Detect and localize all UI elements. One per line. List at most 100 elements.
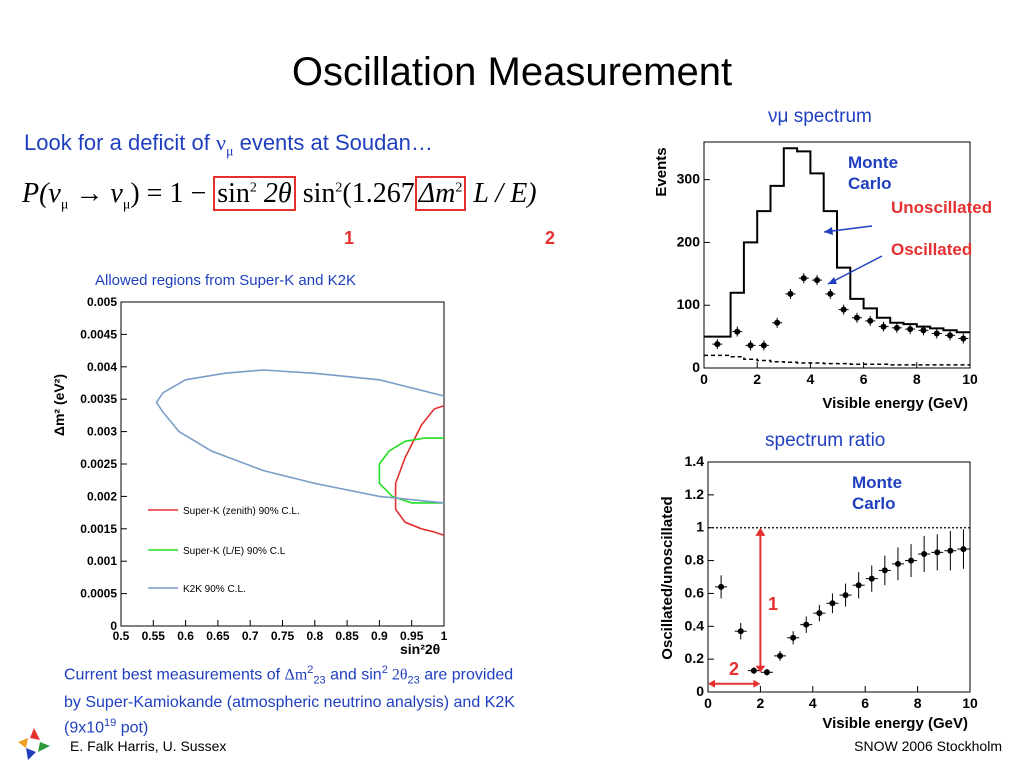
y-tick-label: 0.0015	[80, 522, 117, 536]
oscillated-point	[947, 332, 954, 339]
ratio-point	[881, 567, 888, 574]
oscillated-point	[714, 341, 721, 348]
y-tick-label: 0.0035	[80, 392, 117, 406]
allowed-ylabel: Δm² (eV²)	[51, 374, 67, 436]
formula-mid-sup: 2	[335, 180, 343, 196]
allowed-legend: Super-K (zenith) 90% C.L. Super-K (L/E) 9…	[148, 506, 300, 595]
marker-2: 2	[545, 228, 556, 248]
oscillated-point	[827, 290, 834, 297]
ratio-chart: 0 0.2 0.4 0.6 0.8 1 1.2 1.4 0 2 4 6 8 10 Visible ene…	[659, 453, 978, 732]
y-tick-label: 1	[696, 519, 704, 535]
y-tick-label: 0.003	[87, 425, 117, 439]
formula-mid: sin	[295, 178, 336, 209]
formula-sub2: μ	[122, 197, 131, 213]
y-tick-label: 0	[692, 359, 700, 375]
bt-l1c: 2θ	[387, 666, 408, 684]
x-tick-label: 4	[809, 695, 817, 711]
legend-entry: Super-K (L/E) 90% C.L	[183, 546, 286, 557]
ratio-point	[868, 575, 875, 582]
ratio-y-ticks: 0 0.2 0.4 0.6 0.8 1 1.2 1.4	[685, 453, 714, 699]
oscillated-point	[734, 328, 741, 335]
x-tick-label: 1	[441, 629, 448, 643]
snow-logo-icon	[18, 728, 50, 760]
x-tick-label: 0.65	[206, 629, 230, 643]
x-tick-label: 10	[962, 371, 978, 387]
y-tick-label: 0.2	[685, 650, 705, 666]
nu-symbol: ν	[216, 130, 226, 155]
y-tick-label: 200	[677, 233, 701, 249]
y-tick-label: 0.4	[685, 617, 705, 633]
oscillated-point	[760, 342, 767, 349]
ratio-point	[718, 583, 725, 590]
x-tick-label: 0.8	[306, 629, 323, 643]
x-tick-label: 2	[757, 695, 765, 711]
ratio-point	[816, 610, 823, 617]
monte-carlo-label-1: Monte Carlo	[848, 153, 899, 193]
arrow-oscillated-head	[828, 277, 837, 284]
unoscillated-label: Unoscillated	[891, 198, 993, 217]
x-tick-label: 0.9	[371, 629, 388, 643]
formula-arrow: → ν	[68, 178, 123, 209]
y-tick-label: 0	[696, 683, 704, 699]
y-tick-label: 0.0045	[80, 327, 117, 341]
box1-text: sin	[217, 178, 250, 209]
allowed-plot-frame	[120, 301, 445, 627]
oscillation-formula: P(νμ → νμ) = 1 − sin2 2θ sin2(1.267 Δm2 L…	[22, 176, 537, 214]
legend-entry: Super-K (zenith) 90% C.L.	[183, 506, 300, 517]
oscillated-label: Oscillated	[891, 240, 973, 259]
bt-sub23b: 23	[407, 674, 420, 687]
ratio-point	[842, 592, 849, 599]
formula-lhs: P(ν	[22, 178, 61, 209]
oscillated-point	[920, 327, 927, 334]
unoscillated-histogram	[704, 147, 970, 338]
arrow-deficit-head-top	[755, 527, 766, 536]
formula-mid-rest: (1.267	[342, 178, 415, 209]
y-tick-label: 0.8	[685, 552, 705, 568]
y-tick-label: 1.4	[685, 453, 705, 469]
monte-carlo-label-2: Monte Carlo	[852, 473, 903, 513]
arrow-deficit-head-bottom	[755, 665, 766, 673]
x-tick-label: 10	[962, 695, 978, 711]
x-tick-label: 6	[860, 371, 868, 387]
oscillated-point	[907, 326, 914, 333]
oscillated-point	[867, 317, 874, 324]
allowed-xlabel: sin²2θ	[400, 641, 440, 657]
ratio-point	[803, 621, 810, 628]
y-tick-label: 0.005	[87, 295, 117, 309]
bt-l3b: pot)	[116, 718, 149, 736]
formula-eq: ) = 1 −	[130, 178, 214, 209]
oscillated-point	[774, 319, 781, 326]
oscillated-point	[840, 306, 847, 313]
formula-box-2: Δm2	[414, 176, 467, 211]
oscillated-point	[800, 275, 807, 282]
x-tick-label: 0.95	[400, 629, 424, 643]
ratio-point	[947, 547, 954, 554]
oscillated-point	[960, 335, 967, 342]
ratio-point	[855, 582, 862, 589]
oscillated-point	[814, 277, 821, 284]
x-tick-label: 8	[913, 371, 921, 387]
x-tick-label: 8	[914, 695, 922, 711]
x-tick-label: 6	[861, 695, 869, 711]
spectrum-xlabel: Visible energy (GeV)	[822, 395, 968, 412]
formula-tail: L / E)	[466, 178, 537, 209]
arrow-oscillated	[827, 255, 883, 285]
bt-l1a: Current best measurements of	[64, 666, 285, 684]
ratio-point	[777, 652, 784, 659]
bottom-caption: Current best measurements of Δm223 and s…	[64, 660, 634, 738]
arrow-energy-head-left	[708, 679, 715, 688]
bt-l3a: (9x10	[64, 718, 105, 736]
bt-sup2b: 2	[381, 664, 388, 676]
y-tick-label: 0.0005	[80, 587, 117, 601]
ratio-point	[790, 634, 797, 641]
ratio-series	[708, 527, 970, 688]
allowed-x-ticks: 0.5 0.55 0.6 0.65 0.7 0.75 0.8 0.85 0.9 0.95 1	[113, 620, 448, 643]
bt-l1b: and sin	[325, 666, 382, 684]
y-tick-label: 300	[677, 171, 701, 187]
y-tick-label: 1.2	[685, 486, 705, 502]
allowed-y-ticks: 0 0.0005 0.001 0.0015 0.002 0.0025 0.003 0.0035…	[80, 295, 127, 633]
oscillated-point	[893, 324, 900, 331]
formula-box-1: sin2 2θ	[213, 176, 296, 211]
bt-sup2: 2	[307, 664, 314, 676]
bt-sup19: 19	[104, 716, 117, 729]
